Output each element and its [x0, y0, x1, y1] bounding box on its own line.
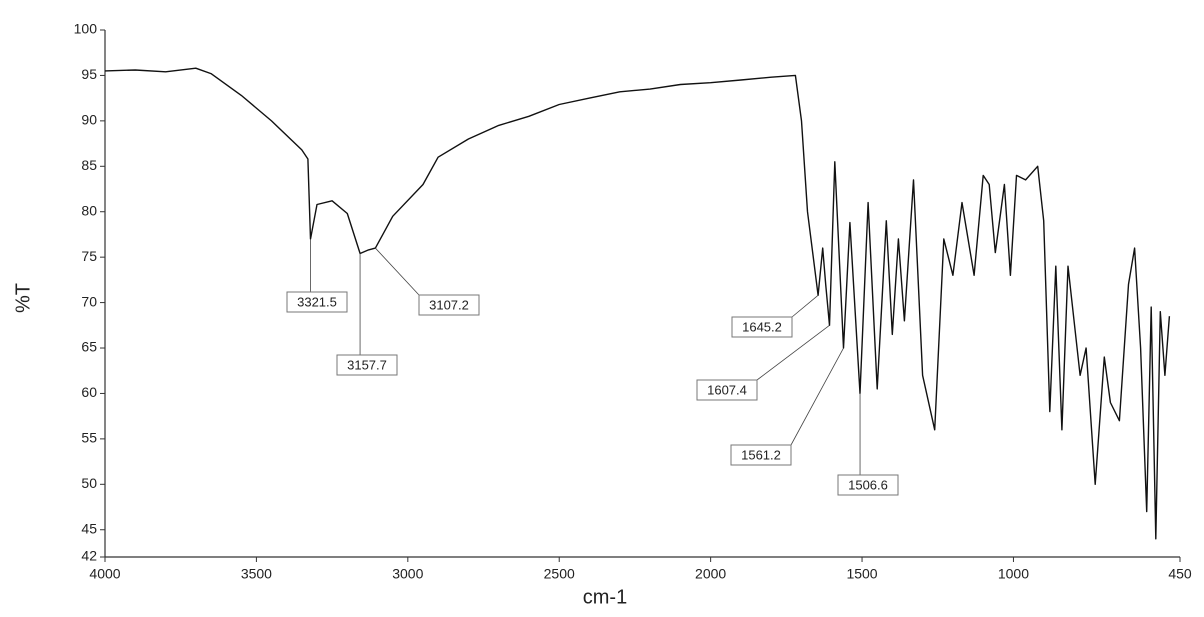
y-tick-label: 55	[81, 430, 97, 446]
annotation-label: 1607.4	[707, 382, 747, 397]
y-axis-label: %T	[12, 283, 34, 313]
annotation-box	[731, 316, 793, 338]
y-tick-label: 85	[81, 157, 97, 173]
y-tick-label: 95	[81, 66, 97, 82]
x-tick-label: 4000	[89, 566, 120, 582]
y-tick-label: 45	[81, 520, 97, 536]
annotation-leader	[375, 247, 420, 296]
annotation-box	[837, 474, 899, 496]
x-tick-label: 3500	[241, 566, 272, 582]
x-tick-label: 3000	[392, 566, 423, 582]
x-tick-label: 2500	[544, 566, 575, 582]
annotation-box	[730, 444, 792, 466]
annotation-label: 3107.2	[429, 297, 469, 312]
annotation-label: 1506.6	[848, 477, 888, 492]
annotation-label: 3321.5	[297, 294, 337, 309]
annotation-leader	[791, 295, 819, 318]
annotation-label: 1561.2	[741, 447, 781, 462]
y-tick-label: 65	[81, 339, 97, 355]
y-tick-label: 100	[74, 21, 98, 37]
y-tick-label: 50	[81, 475, 97, 491]
annotation-leader	[790, 347, 844, 446]
annotation-label: 3157.7	[347, 357, 387, 372]
annotation-box	[418, 294, 480, 316]
x-tick-label: 450	[1168, 566, 1192, 582]
y-tick-label: 75	[81, 248, 97, 264]
annotation-leader	[756, 324, 830, 381]
annotation-box	[336, 354, 398, 376]
y-tick-label: 90	[81, 112, 97, 128]
y-tick-label: 70	[81, 293, 97, 309]
y-tick-label: 60	[81, 384, 97, 400]
annotation-box	[286, 291, 348, 313]
spectrum-line	[104, 67, 1171, 540]
x-tick-label: 1500	[846, 566, 877, 582]
y-tick-label: 42	[81, 548, 97, 564]
x-tick-label: 2000	[695, 566, 726, 582]
y-tick-label: 80	[81, 202, 97, 218]
x-tick-label: 1000	[998, 566, 1029, 582]
annotation-box	[696, 379, 758, 401]
annotation-label: 1645.2	[742, 319, 782, 334]
x-axis-label: cm-1	[583, 586, 627, 608]
